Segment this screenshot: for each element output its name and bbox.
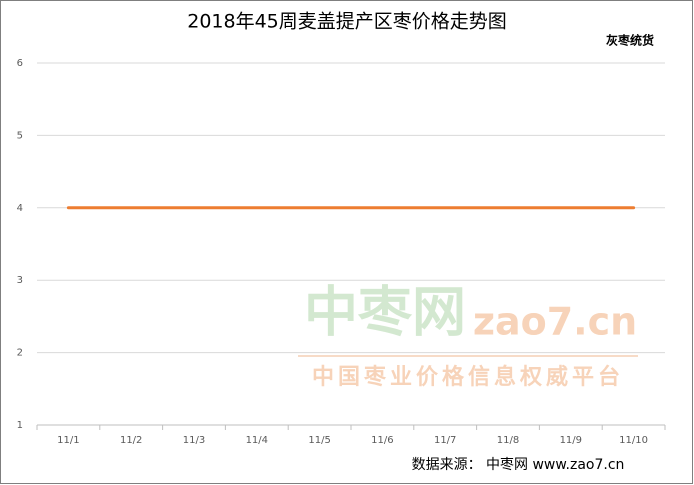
x-tick-label: 11/1 bbox=[57, 435, 79, 446]
source-note: 数据来源： 中枣网 www.zao7.cn bbox=[412, 457, 625, 473]
y-tick-label: 6 bbox=[17, 58, 23, 69]
watermark: 中枣网 zao7.cn 中国枣业价格信息权威平台 bbox=[298, 281, 638, 390]
legend-label: 灰枣统货 bbox=[606, 33, 654, 48]
watermark-text: 中枣网 bbox=[304, 281, 466, 344]
x-tick-label: 11/8 bbox=[497, 435, 519, 446]
x-tick-label: 11/9 bbox=[560, 435, 582, 446]
y-tick-label: 1 bbox=[17, 420, 23, 431]
x-tick-label: 11/10 bbox=[619, 435, 648, 446]
x-tick-label: 11/5 bbox=[308, 435, 330, 446]
watermark-text: zao7.cn bbox=[473, 300, 637, 344]
x-tick-label: 11/4 bbox=[246, 435, 268, 446]
y-tick-label: 3 bbox=[17, 275, 23, 286]
y-tick-label: 4 bbox=[17, 203, 23, 214]
x-tick-label: 11/7 bbox=[434, 435, 456, 446]
x-tick-label: 11/6 bbox=[371, 435, 393, 446]
x-tick-label: 11/3 bbox=[183, 435, 205, 446]
y-tick-label: 2 bbox=[17, 348, 23, 359]
y-tick-label: 5 bbox=[17, 130, 23, 141]
x-tick-label: 11/2 bbox=[120, 435, 142, 446]
chart-title: 2018年45周麦盖提产区枣价格走势图 bbox=[187, 11, 507, 33]
watermark-text: 中国枣业价格信息权威平台 bbox=[312, 364, 624, 390]
